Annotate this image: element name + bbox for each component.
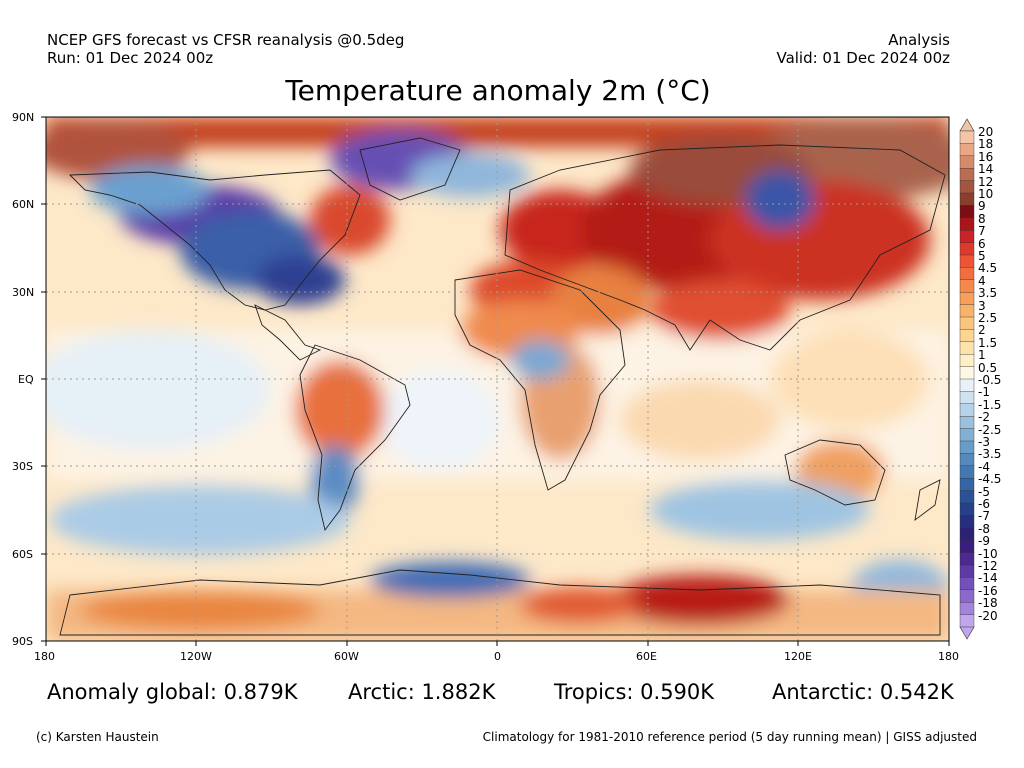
colorbar-swatch (960, 540, 974, 553)
colorbar-swatch (960, 565, 974, 578)
colorbar-top-arrow (960, 119, 974, 131)
header-model-line: NCEP GFS forecast vs CFSR reanalysis @0.… (47, 31, 404, 49)
header-analysis-label: Analysis (888, 31, 950, 49)
colorbar-swatch (960, 553, 974, 566)
y-tick-label: 30N (12, 286, 34, 299)
colorbar-swatch (960, 478, 974, 491)
colorbar-swatch (960, 280, 974, 293)
y-tick-label: 90S (12, 635, 33, 648)
colorbar-bottom-arrow (960, 627, 974, 639)
colorbar-swatch (960, 168, 974, 181)
map-title: Temperature anomaly 2m (°C) (0, 74, 996, 107)
colorbar-swatch (960, 441, 974, 454)
colorbar-swatch (960, 404, 974, 417)
colorbar-swatch (960, 453, 974, 466)
colorbar-swatch (960, 230, 974, 243)
stat-arctic: Arctic: 1.882K (348, 680, 495, 704)
colorbar-label: -20 (978, 609, 998, 623)
y-tick-label: 30S (12, 460, 33, 473)
colorbar-swatch (960, 429, 974, 442)
x-tick-label: 60W (334, 650, 359, 663)
x-tick-label: 120E (784, 650, 812, 663)
colorbar-swatch (960, 391, 974, 404)
colorbar-swatch (960, 416, 974, 429)
colorbar-swatch (960, 218, 974, 231)
colorbar-swatch (960, 181, 974, 194)
y-tick-label: EQ (18, 373, 34, 386)
y-tick-label: 60S (12, 548, 33, 561)
y-tick-label: 60N (12, 198, 34, 211)
colorbar-swatch (960, 317, 974, 330)
colorbar-swatch (960, 205, 974, 218)
colorbar-swatch (960, 577, 974, 590)
x-tick-label: 60E (636, 650, 657, 663)
colorbar-swatch (960, 590, 974, 603)
colorbar-swatch (960, 515, 974, 528)
colorbar-swatch (960, 367, 974, 380)
colorbar-swatch (960, 255, 974, 268)
colorbar-swatch (960, 131, 974, 144)
stat-global: Anomaly global: 0.879K (47, 680, 297, 704)
colorbar-swatch (960, 491, 974, 504)
colorbar-swatch (960, 193, 974, 206)
footer-credit: (c) Karsten Haustein (36, 730, 159, 744)
header-valid-line: Valid: 01 Dec 2024 00z (776, 49, 950, 67)
header-run-line: Run: 01 Dec 2024 00z (47, 49, 213, 67)
colorbar-swatch (960, 503, 974, 516)
footer-climatology-note: Climatology for 1981-2010 reference peri… (483, 730, 977, 744)
y-tick-label: 90N (12, 111, 34, 124)
x-tick-label: 0 (494, 650, 501, 663)
colorbar-swatch (960, 329, 974, 342)
x-tick-label: 180 (34, 650, 55, 663)
colorbar-swatch (960, 602, 974, 615)
stat-antarctic: Antarctic: 0.542K (772, 680, 954, 704)
colorbar-swatch (960, 305, 974, 318)
x-tick-label: 120W (180, 650, 212, 663)
colorbar-swatch (960, 143, 974, 156)
colorbar-swatch (960, 528, 974, 541)
colorbar-swatch (960, 243, 974, 256)
colorbar-swatch (960, 267, 974, 280)
colorbar-swatch (960, 292, 974, 305)
anomaly-field (30, 117, 980, 641)
colorbar-swatch (960, 379, 974, 392)
x-tick-label: 180 (938, 650, 959, 663)
colorbar-swatch (960, 342, 974, 355)
colorbar (960, 119, 974, 639)
colorbar-swatch (960, 354, 974, 367)
colorbar-swatch (960, 466, 974, 479)
colorbar-swatch (960, 156, 974, 169)
stat-tropics: Tropics: 0.590K (554, 680, 714, 704)
colorbar-swatch (960, 615, 974, 628)
